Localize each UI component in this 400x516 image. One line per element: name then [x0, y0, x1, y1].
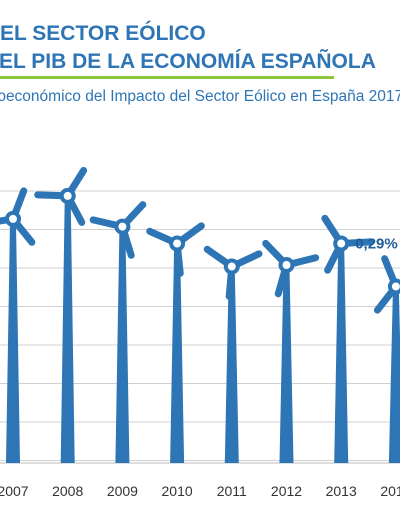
- chart-title-line2: EN EL PIB DE LA ECONOMÍA ESPAÑOLA: [0, 50, 376, 73]
- x-tick-label: 2011: [217, 483, 247, 499]
- turbine-tower: [334, 247, 349, 463]
- turbine-hub-center: [63, 191, 72, 200]
- turbine-hub-center: [337, 239, 346, 248]
- data-label: 0,29%: [355, 235, 398, 252]
- turbine-hub-center: [227, 262, 236, 271]
- turbine-tower: [279, 268, 294, 463]
- turbine-tower: [224, 270, 239, 463]
- turbine-hub-center: [282, 260, 291, 269]
- turbine-tower: [170, 247, 185, 463]
- turbine-tower: [115, 230, 130, 463]
- title-rule: [0, 76, 334, 79]
- x-tick-label: 2009: [107, 483, 138, 499]
- x-tick-label: 2012: [271, 483, 302, 499]
- chart-subtitle: Fuente: Estudio Macroeconómico del Impac…: [0, 88, 400, 105]
- turbine-tower: [60, 199, 75, 463]
- turbine-tower: [388, 290, 400, 463]
- x-tick-label: 2007: [0, 483, 29, 499]
- turbine-hub-center: [173, 239, 182, 248]
- x-tick-label: 2008: [52, 483, 83, 499]
- x-tick-label: 2013: [326, 483, 357, 499]
- turbine-hub-center: [9, 214, 17, 223]
- chart-title-line1: EL SECTOR EÓLICO: [0, 22, 206, 45]
- x-tick-label: 2010: [162, 483, 193, 499]
- chart-header: EL SECTOR EÓLICO EN EL PIB DE LA ECONOMÍ…: [0, 0, 400, 116]
- x-tick-label: 2014: [380, 483, 400, 499]
- turbine-tower: [6, 222, 20, 463]
- turbine-hub-center: [391, 282, 400, 291]
- turbine-hub-center: [118, 222, 127, 231]
